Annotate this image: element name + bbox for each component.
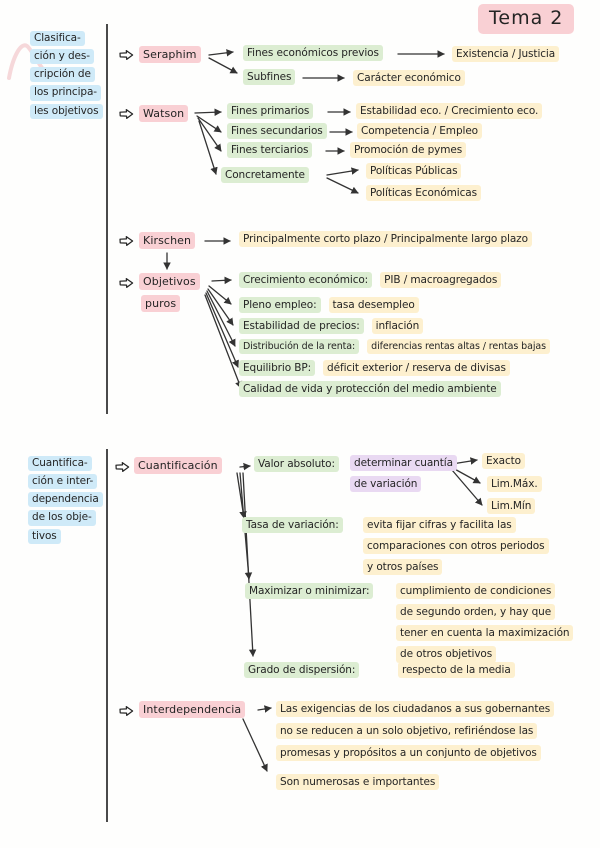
sidebar-line: ción e inter- <box>28 474 98 490</box>
objetivo-label: Equilibrio BP: <box>239 360 316 377</box>
objetivo-row-crecimiento: Crecimiento económico: PIB / macroagrega… <box>239 272 502 289</box>
node-politicas-publicas: Políticas Públicas <box>366 163 462 180</box>
node-competencia-empleo: Competencia / Empleo <box>357 123 483 140</box>
descripcion-line: evita fijar cifras y facilita las <box>363 517 516 534</box>
section1-divider-line <box>106 24 108 414</box>
node-lim-max: Lim.Máx. <box>487 476 542 493</box>
topic-objetivos: Objetivos <box>139 273 200 290</box>
node-lim-min: Lim.Mín <box>487 498 536 515</box>
node-existencia-justicia: Existencia / Justicia <box>452 46 560 63</box>
topic-cuantificacion: Cuantificación <box>134 457 222 474</box>
maximizar-descripcion: cumplimiento de condiciones de segundo o… <box>396 583 574 663</box>
objetivo-valor: tasa desempleo <box>328 297 419 314</box>
objetivo-row-pleno-empleo: Pleno empleo: tasa desempleo <box>239 297 419 314</box>
parrafo-line: promesas y propósitos a un conjunto de o… <box>276 745 541 762</box>
descripcion-line: cumplimiento de condiciones <box>396 583 556 600</box>
arrow-bullet-icon <box>119 278 134 288</box>
sidebar-line: los principa- <box>30 85 101 101</box>
objetivo-row-equilibrio-bp: Equilibrio BP: déficit exterior / reserv… <box>239 360 510 377</box>
objetivo-valor: déficit exterior / reserva de divisas <box>323 360 510 377</box>
descripcion-line: comparaciones con otros periodos <box>363 538 549 555</box>
objetivo-valor: diferencias rentas altas / rentas bajas <box>367 339 550 354</box>
section1-sidebar-label: Clasifica- ción y des- cripción de los p… <box>30 31 103 119</box>
node-corto-largo-plazo: Principalmente corto plazo / Principalme… <box>239 231 532 248</box>
arrow-bullet-icon <box>119 236 134 246</box>
objetivo-row-estabilidad-precios: Estabilidad de precios: inflación <box>239 318 424 335</box>
pink-pen-mark-icon <box>7 43 52 81</box>
arrow-bullet-icon <box>119 109 134 119</box>
sidebar-line: Clasifica- <box>30 31 85 47</box>
determinar-line: determinar cuantía <box>350 455 457 472</box>
objetivo-label: Distribución de la renta: <box>239 339 360 354</box>
sidebar-line: les objetivos <box>30 103 103 119</box>
descripcion-line: tener en cuenta la maximización <box>396 625 574 642</box>
node-fines-secundarios: Fines secundarios <box>227 123 327 140</box>
descripcion-line: y otros países <box>363 559 443 576</box>
descripcion-line: de segundo orden, y hay que <box>396 604 556 621</box>
node-estabilidad-crecimiento: Estabilidad eco. / Crecimiento eco. <box>356 103 543 120</box>
node-exacto: Exacto <box>482 453 525 470</box>
node-numerosas-importantes: Son numerosas e importantes <box>276 774 440 791</box>
sidebar-line: ción y des- <box>30 49 94 65</box>
arrow-bullet-icon <box>119 706 134 716</box>
sidebar-line: dependencia <box>28 492 103 508</box>
node-fines-primarios: Fines primarios <box>227 103 314 120</box>
objetivo-label: Estabilidad de precios: <box>239 318 364 335</box>
topic-kirschen: Kirschen <box>139 232 196 249</box>
node-maximizar-minimizar: Maximizar o minimizar: <box>245 583 374 600</box>
descripcion-line: de otros objetivos <box>396 646 497 663</box>
node-fines-terciarios: Fines terciarios <box>227 142 313 159</box>
sidebar-line: cripción de <box>30 67 95 83</box>
sidebar-line: Cuantifica- <box>28 456 92 472</box>
objetivo-label: Crecimiento económico: <box>239 272 373 289</box>
interdependencia-parrafo: Las exigencias de los ciudadanos a sus g… <box>276 701 555 762</box>
sidebar-line: tivos <box>28 528 61 544</box>
objetivo-row-calidad-vida: Calidad de vida y protección del medio a… <box>239 381 501 398</box>
node-concretamente: Concretamente <box>221 167 309 184</box>
parrafo-line: Las exigencias de los ciudadanos a sus g… <box>276 701 555 718</box>
topic-objetivos-puros: puros <box>141 295 181 312</box>
section2-sidebar-label: Cuantifica- ción e inter- dependencia de… <box>28 456 103 544</box>
node-tasa-variacion: Tasa de variación: <box>242 517 343 534</box>
node-grado-dispersion: Grado de dispersión: <box>244 662 360 679</box>
arrow-bullet-icon <box>115 462 130 472</box>
node-fines-economicos-previos: Fines económicos previos <box>243 45 383 62</box>
node-determinar-cuantia: determinar cuantía de variación <box>350 455 457 493</box>
objetivo-valor: inflación <box>371 318 424 335</box>
topic-seraphim: Seraphim <box>139 46 201 63</box>
topic-watson: Watson <box>139 105 189 122</box>
objetivo-valor: PIB / macroagregados <box>380 272 502 289</box>
objetivo-label: Pleno empleo: <box>239 297 321 314</box>
determinar-line: de variación <box>350 476 422 493</box>
node-politicas-economicas: Políticas Económicas <box>366 185 481 202</box>
node-caracter-economico: Carácter económico <box>353 70 465 87</box>
parrafo-line: no se reducen a un solo objetivo, refiri… <box>276 723 538 740</box>
node-respecto-media: respecto de la media <box>398 662 515 679</box>
page-title: Tema 2 <box>478 4 575 34</box>
sidebar-line: de los obje- <box>28 510 96 526</box>
node-subfines: Subfines <box>243 69 296 86</box>
arrow-bullet-icon <box>119 50 134 60</box>
node-valor-absoluto: Valor absoluto: <box>254 456 339 473</box>
node-promocion-pymes: Promoción de pymes <box>350 142 467 159</box>
tasa-variacion-descripcion: evita fijar cifras y facilita las compar… <box>363 517 549 576</box>
objetivo-row-distribucion-renta: Distribución de la renta: diferencias re… <box>239 339 550 354</box>
section2-divider-line <box>106 449 108 822</box>
topic-interdependencia: Interdependencia <box>139 701 246 718</box>
